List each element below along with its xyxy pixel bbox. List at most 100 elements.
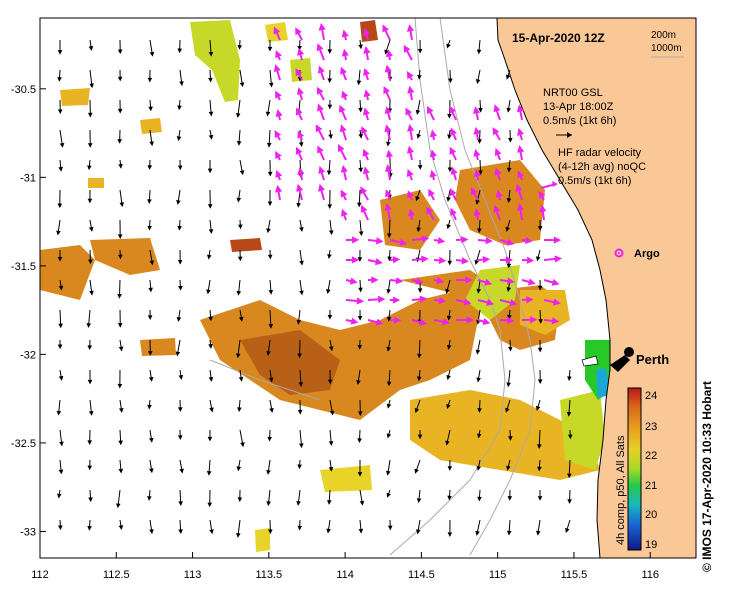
gsl-arrow-head [117, 383, 123, 389]
y-tick-label: -31.5 [11, 261, 36, 273]
x-tick-label: 114 [336, 569, 354, 581]
hf-arrow-head [551, 317, 560, 325]
gsl-arrow-head [417, 74, 422, 80]
hf-arrow-head [530, 316, 538, 324]
gsl-arrow-head [267, 201, 273, 207]
gsl-arrow-head [58, 375, 64, 381]
gsl-arrow-head [88, 411, 94, 416]
gsl-arrow-head [447, 532, 453, 537]
gsl-arrow-head [87, 112, 93, 118]
y-tick-label: -33 [20, 526, 36, 538]
hf-arrow-head [438, 296, 447, 305]
gsl-arrow-head [415, 196, 420, 202]
gsl-arrow-head [58, 285, 64, 291]
hf-arrow-head [385, 149, 394, 158]
gsl-arrow-head [507, 496, 513, 501]
gsl-arrow-head [535, 405, 541, 411]
gsl-arrow-head [147, 404, 152, 410]
hf-arrow-head [442, 318, 450, 326]
gsl-legend-line1: NRT00 GSL [543, 87, 603, 99]
depth-legend-1000m: 1000m [651, 43, 682, 54]
hf-arrow-head [406, 71, 414, 80]
gsl-arrow-head [266, 470, 271, 475]
gsl-arrow-head [117, 49, 123, 55]
hf-arrow-head [461, 257, 469, 265]
hf-arrow-head [428, 188, 435, 197]
gsl-arrow-head [268, 377, 274, 383]
hf-arrow-head [426, 206, 433, 215]
hf-arrow-head [339, 124, 347, 133]
gsl-arrow-head [417, 165, 423, 170]
gsl-arrow-head [266, 228, 271, 234]
gsl-arrow-head [386, 403, 392, 409]
gsl-arrow-head [358, 44, 363, 50]
gsl-arrow-head [57, 493, 62, 499]
gsl-arrow-head [87, 198, 93, 204]
gsl-arrow-head [358, 287, 363, 293]
gsl-arrow-head [149, 260, 155, 266]
hf-arrow-head [362, 166, 370, 175]
hf-arrow-head [429, 169, 437, 178]
hf-arrow-head [377, 295, 386, 304]
hf-arrow-head [517, 145, 525, 153]
gsl-legend-line3: 0.5m/s (1kt 6h) [543, 115, 616, 127]
hf-arrow-head [275, 109, 283, 117]
gsl-arrow-head [507, 137, 513, 143]
gsl-arrow-head [237, 497, 243, 503]
gsl-arrow-head [59, 441, 64, 447]
gsl-arrow-head [358, 528, 364, 534]
hf-arrow-head [415, 277, 424, 285]
gsl-arrow-head [57, 256, 63, 262]
gsl-arrow-head [269, 407, 274, 413]
gsl-arrow-head [87, 143, 93, 148]
gsl-arrow-head [328, 346, 334, 352]
gsl-arrow-head [536, 530, 541, 536]
gsl-arrow-head [386, 433, 392, 439]
hf-arrow-head [407, 190, 415, 199]
gsl-arrow-head [447, 134, 452, 140]
hf-arrow-head [554, 255, 563, 263]
gsl-arrow-head [474, 259, 480, 266]
hf-arrow-head [403, 44, 411, 53]
hf-arrow-head [449, 105, 456, 114]
colorbar-label: 4h comp, p50, All Sats [615, 435, 627, 545]
hf-arrow-head [350, 317, 359, 325]
hf-arrow-head [429, 129, 437, 138]
gsl-arrow-head [447, 495, 452, 501]
gsl-arrow-head [149, 468, 154, 474]
gsl-arrow-head [326, 170, 332, 176]
gsl-arrow-head [237, 45, 243, 50]
y-tick-label: -30.5 [11, 84, 36, 96]
hf-arrow-head [275, 150, 282, 160]
copyright-text: © IMOS 17-Apr-2020 10:33 Hobart [700, 381, 714, 572]
x-tick-label: 114.5 [408, 569, 435, 581]
gsl-legend-arrow [556, 132, 572, 138]
hf-arrow-head [450, 207, 457, 216]
hf-arrow-head [275, 90, 282, 99]
gsl-arrow-head [475, 199, 480, 205]
gsl-arrow-head [175, 351, 181, 357]
gsl-arrow-head [147, 77, 153, 83]
gsl-arrow-head [567, 434, 573, 440]
gsl-arrow-head [57, 109, 63, 115]
hf-arrow-head [316, 43, 324, 52]
gsl-arrow-head [209, 529, 214, 535]
hf-arrow-head [450, 127, 457, 136]
gsl-arrow-head [385, 470, 391, 476]
gsl-arrow-head [357, 257, 363, 262]
gsl-arrow-head [328, 134, 333, 140]
hf-arrow-head [384, 124, 392, 133]
gsl-arrow-head [148, 106, 153, 112]
gsl-arrow-head [476, 465, 482, 471]
gsl-arrow-head [326, 289, 331, 294]
gsl-arrow-head [87, 465, 93, 471]
gsl-arrow-head [475, 79, 481, 85]
city-label: Perth [636, 352, 669, 367]
gsl-arrow-head [327, 254, 332, 259]
gsl-arrow-head [58, 525, 63, 531]
gsl-arrow-head [298, 443, 304, 449]
gsl-arrow-head [327, 379, 333, 385]
argo-marker [614, 248, 624, 258]
gsl-arrow-head [267, 46, 273, 52]
gsl-arrow-head [327, 314, 333, 320]
